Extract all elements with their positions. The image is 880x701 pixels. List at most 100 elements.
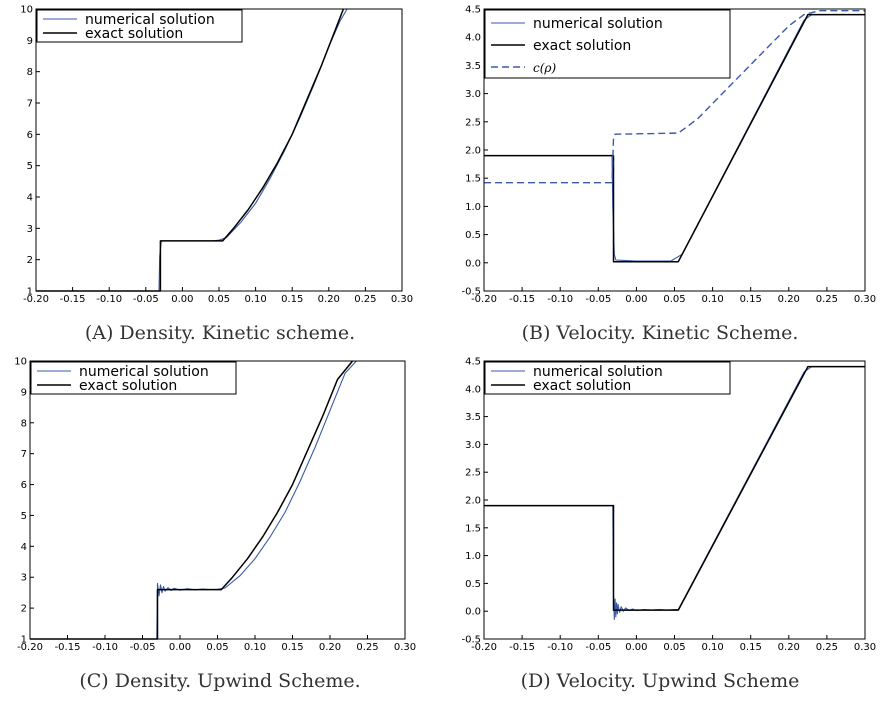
caption-d: (D) Velocity. Upwind Scheme [520,670,800,692]
y-tick-label-a: 5 [27,161,33,172]
x-tick-label-c: -0.10 [92,642,118,653]
x-tick-label-a: 0.10 [244,294,266,305]
y-tick-label-b: 3.0 [465,89,481,100]
x-tick-label-b: -0.15 [509,294,535,305]
legend-box-a [36,9,243,43]
y-tick-label-c: 1 [21,635,27,646]
chart-c: -0.20 -0.15 -0.10 -0.05 0.00 0.05 0.10 0.15 0.20… [14,357,416,654]
y-tick-label-c: 9 [21,387,27,398]
x-tick-label-c: 0.25 [356,642,378,653]
x-tick-label-c: 0.30 [394,642,416,653]
chart-panel-c: -0.20 -0.15 -0.10 -0.05 0.00 0.05 0.10 0.15 0.20… [0,352,440,664]
plot-frame-a [35,8,403,292]
y-tick-label-d: 1.5 [465,523,481,534]
legend-label-c-1: exact solution [79,378,177,394]
x-tick-label-c: 0.15 [281,642,303,653]
chart-a: -0.20 -0.15 -0.10 -0.05 0.00 0.05 0.10 0.15 0.20… [20,5,413,306]
y-tick-label-c: 6 [21,480,27,491]
legend-label-d-0: numerical solution [533,364,663,380]
chart-d: -0.20 -0.15 -0.10 -0.05 0.00 0.05 0.10 0.15 0.20… [461,357,876,654]
y-tick-label-a: 8 [27,67,33,78]
y-tick-label-c: 8 [21,418,27,429]
x-tick-label-a: 0.05 [208,294,230,305]
x-tick-label-b: 0.30 [854,294,876,305]
x-tick-label-c: 0.20 [319,642,341,653]
chart-panel-b: -0.20 -0.15 -0.10 -0.05 0.00 0.05 0.10 0.15 0.20… [440,0,880,315]
y-tick-label-c: 4 [21,542,27,553]
x-tick-label-d: 0.15 [740,642,762,653]
x-tick-label-d: 0.30 [854,642,876,653]
x-tick-label-c: -0.20 [17,642,43,653]
series-line-c-1 [30,360,354,640]
x-tick-label-d: 0.25 [816,642,838,653]
x-tick-label-a: 0.25 [354,294,376,305]
x-tick-label-c: 0.05 [206,642,228,653]
y-tick-label-d: 0.0 [465,607,481,618]
y-tick-label-d: 4.5 [465,357,481,368]
chart-panel-a: -0.20 -0.15 -0.10 -0.05 0.00 0.05 0.10 0.15 0.20… [0,0,440,315]
caption-a: (A) Density. Kinetic scheme. [84,322,356,344]
y-tick-label-a: 3 [27,224,33,235]
series-line-b-1 [484,13,865,263]
legend-label-d-1: exact solution [533,378,631,394]
y-tick-label-a: 6 [27,130,33,141]
y-tick-label-c: 7 [21,449,27,460]
y-tick-label-b: 2.5 [465,117,481,128]
x-tick-label-a: 0.15 [281,294,303,305]
x-tick-label-c: -0.15 [55,642,81,653]
y-tick-label-d: 2.5 [465,468,481,479]
x-tick-label-c: 0.10 [244,642,266,653]
y-tick-label-d: -0.5 [461,635,481,646]
x-tick-label-d: 0.20 [778,642,800,653]
x-tick-label-a: -0.05 [133,294,159,305]
x-tick-label-b: -0.05 [585,294,611,305]
y-tick-label-c: 5 [21,511,27,522]
legend-label-c-0: numerical solution [79,364,209,380]
x-tick-label-a: 0.00 [171,294,193,305]
x-tick-label-b: 0.10 [701,294,723,305]
caption-c: (C) Density. Upwind Scheme. [79,670,361,692]
y-tick-label-b: 0.0 [465,258,481,269]
y-tick-label-d: 0.5 [465,579,481,590]
x-tick-label-d: -0.15 [509,642,535,653]
series-line-a-1 [36,8,345,292]
y-tick-label-a: 9 [27,36,33,47]
x-tick-label-d: -0.05 [585,642,611,653]
x-tick-label-a: 0.30 [391,294,413,305]
legend-box-d [484,361,731,395]
y-tick-label-d: 3.0 [465,440,481,451]
legend-box-b [484,9,731,79]
caption-b: (B) Velocity. Kinetic Scheme. [521,322,799,344]
legend-label-b-1: exact solution [533,38,631,54]
y-tick-label-a: 4 [27,193,33,204]
y-tick-label-b: 2.0 [465,146,481,157]
y-tick-label-a: 10 [20,5,33,16]
legend-label-b-0: numerical solution [533,16,663,32]
y-tick-label-a: 1 [27,287,33,298]
chart-b: -0.20 -0.15 -0.10 -0.05 0.00 0.05 0.10 0.15 0.20… [461,5,876,306]
y-tick-label-b: 1.5 [465,174,481,185]
y-tick-label-a: 2 [27,255,33,266]
x-tick-label-b: 0.20 [778,294,800,305]
y-tick-label-b: 3.5 [465,61,481,72]
y-tick-label-b: 1.0 [465,202,481,213]
x-tick-label-a: -0.10 [96,294,122,305]
legend-box-c [30,361,237,395]
series-line-c-0 [30,360,357,640]
x-tick-label-a: 0.20 [318,294,340,305]
x-tick-label-a: -0.15 [60,294,86,305]
series-line-d-0 [484,366,865,621]
legend-label-a-0: numerical solution [85,12,215,28]
legend-label-b-2: c(ρ) [533,61,556,75]
chart-panel-d: -0.20 -0.15 -0.10 -0.05 0.00 0.05 0.10 0.15 0.20… [440,352,880,664]
x-tick-label-c: -0.05 [130,642,156,653]
x-tick-label-d: -0.10 [547,642,573,653]
y-tick-label-c: 10 [14,357,27,368]
y-tick-label-b: -0.5 [461,287,481,298]
plot-frame-d [483,360,866,640]
x-tick-label-b: -0.10 [547,294,573,305]
y-tick-label-d: 1.0 [465,551,481,562]
x-tick-label-a: -0.20 [23,294,49,305]
series-line-d-1 [484,365,865,611]
x-tick-label-d: 0.10 [701,642,723,653]
